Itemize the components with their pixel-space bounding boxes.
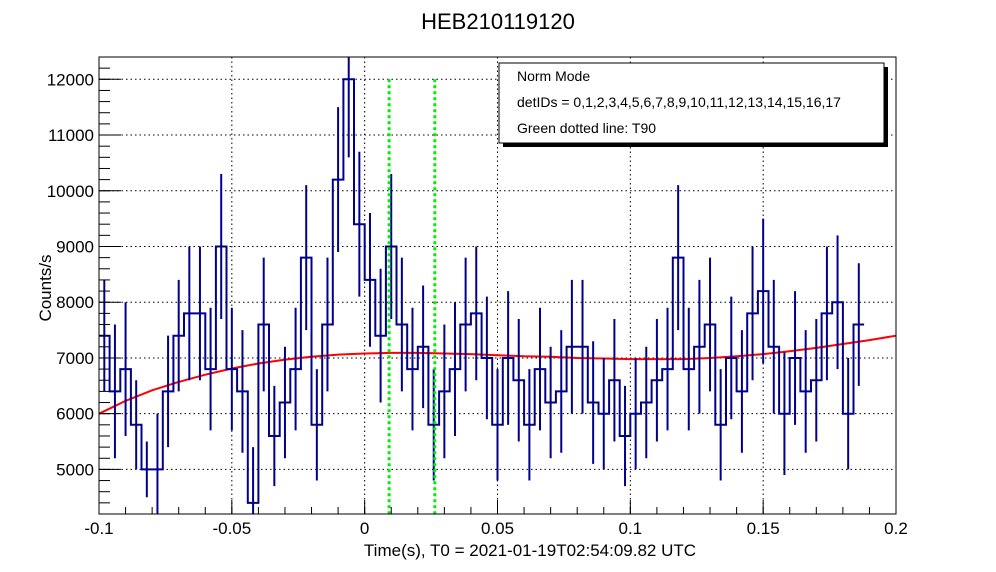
count-histogram [99,57,865,514]
legend-background [498,62,885,144]
x-tick-label: -0.05 [212,519,251,538]
x-axis-label: Time(s), T0 = 2021-01-19T02:54:09.82 UTC [364,541,696,560]
legend-line-1: Norm Mode [517,68,590,84]
histogram-step-line [99,78,865,504]
legend-box: Norm Mode detIDs = 0,1,2,3,4,5,6,7,8,9,1… [498,62,888,147]
y-tick-label: 12000 [47,70,94,89]
chart-title: HEB210119120 [421,9,575,34]
y-tick-label: 5000 [56,460,94,479]
y-tick-label: 11000 [48,126,94,145]
axes: -0.1 -0.05 0 0.05 0.1 0.15 0.2 5000 6000 7000 8000… [47,56,908,538]
x-tick-label: 0.15 [747,519,780,538]
legend-line-3: Green dotted line: T90 [517,120,656,136]
x-tick-label: 0.1 [619,519,643,538]
y-axis-label: Counts/s [36,254,55,321]
y-tick-label: 7000 [56,349,94,368]
x-tick-label: -0.1 [84,519,113,538]
x-tick-label: 0 [360,519,369,538]
x-tick-label: 0.05 [481,519,514,538]
y-tick-label: 9000 [56,237,94,256]
y-tick-label: 6000 [56,405,94,424]
x-tick-label: 0.2 [884,519,908,538]
y-tick-label: 10000 [47,182,94,201]
legend-line-2: detIDs = 0,1,2,3,4,5,6,7,8,9,10,11,12,13… [517,94,841,110]
y-tick-label: 8000 [56,293,94,312]
t90-markers [387,79,437,514]
